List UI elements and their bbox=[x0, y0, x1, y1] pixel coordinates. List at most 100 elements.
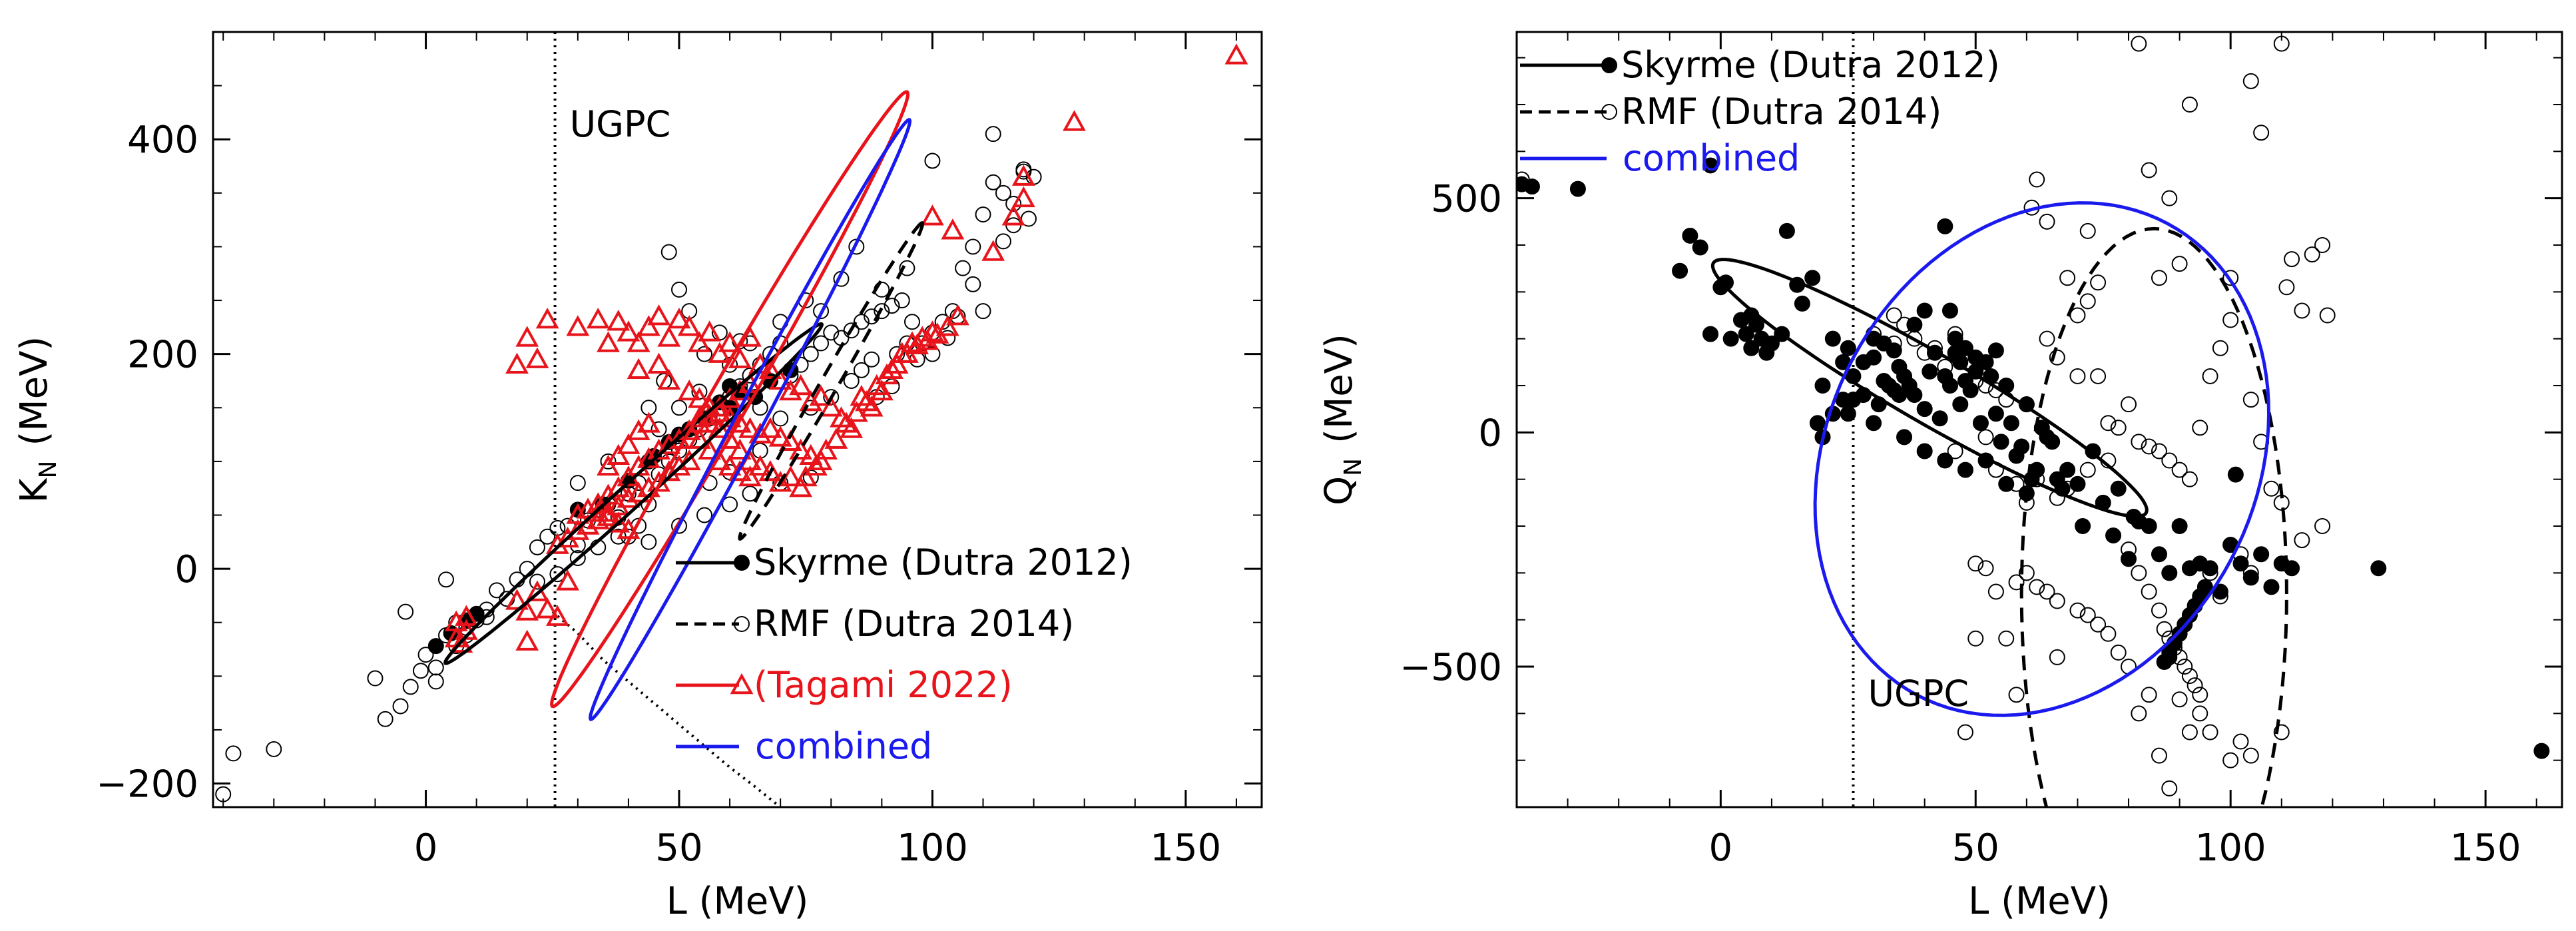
series-skyrme-dutra-2012 bbox=[1517, 157, 2550, 759]
y-axis-title: QN(MeV) bbox=[1318, 334, 1367, 505]
data-point bbox=[1967, 630, 1984, 647]
data-point bbox=[2131, 35, 2147, 52]
data-point bbox=[2294, 532, 2310, 549]
data-point bbox=[722, 496, 738, 513]
data-point bbox=[2253, 546, 2270, 563]
data-point bbox=[809, 385, 833, 406]
data-point bbox=[758, 417, 782, 438]
legend-label: combined bbox=[755, 725, 932, 767]
data-point bbox=[1952, 396, 1969, 413]
legend-label: RMF (Dutra 2014) bbox=[1621, 91, 1941, 133]
data-point bbox=[2242, 392, 2259, 408]
data-point bbox=[1896, 429, 1913, 446]
data-point bbox=[2110, 644, 2127, 661]
legend-marker bbox=[1601, 57, 1617, 73]
data-point bbox=[1987, 342, 2004, 359]
data-point bbox=[641, 533, 657, 550]
data-point bbox=[2171, 691, 2188, 708]
data-point bbox=[677, 449, 701, 471]
data-point bbox=[627, 358, 650, 380]
data-point bbox=[855, 390, 878, 412]
data-point bbox=[2284, 251, 2300, 268]
ellipse-tagami-2022 bbox=[550, 90, 910, 709]
data-point bbox=[2039, 330, 2055, 347]
data-point bbox=[657, 326, 681, 347]
legend-label: combined bbox=[1623, 137, 1800, 179]
data-point bbox=[1932, 410, 1948, 427]
data-point bbox=[2110, 420, 2127, 436]
data-point bbox=[823, 324, 840, 341]
x-tick-label: 150 bbox=[2450, 826, 2521, 870]
data-point bbox=[597, 331, 620, 352]
data-point bbox=[799, 444, 823, 466]
y-tick-label: 200 bbox=[127, 334, 198, 377]
data-point bbox=[1682, 227, 1698, 244]
data-point bbox=[752, 400, 768, 416]
data-point bbox=[789, 438, 813, 460]
data-point bbox=[1011, 186, 1035, 208]
data-point bbox=[2370, 560, 2387, 577]
legend-marker bbox=[734, 555, 750, 571]
data-point bbox=[607, 444, 631, 466]
data-point bbox=[566, 315, 590, 336]
data-point bbox=[965, 276, 981, 292]
data-point bbox=[2171, 462, 2188, 478]
data-point bbox=[2018, 565, 2035, 581]
data-point bbox=[1957, 462, 1973, 478]
data-point bbox=[427, 638, 444, 655]
data-point bbox=[924, 153, 941, 169]
x-axis-title: L (MeV) bbox=[666, 880, 809, 923]
x-tick-label: 100 bbox=[897, 826, 968, 870]
data-point bbox=[904, 314, 920, 330]
data-point bbox=[748, 454, 772, 476]
data-point bbox=[688, 331, 711, 352]
data-point bbox=[2192, 705, 2208, 722]
data-point bbox=[813, 335, 830, 352]
series-rmf-dutra-2014 bbox=[1517, 35, 2336, 796]
data-point bbox=[2242, 565, 2259, 581]
data-point bbox=[2069, 368, 2086, 384]
data-point bbox=[981, 240, 1005, 261]
data-point bbox=[455, 605, 478, 626]
data-point bbox=[728, 460, 752, 481]
data-point bbox=[2187, 677, 2203, 694]
data-point bbox=[778, 465, 802, 487]
data-point bbox=[1947, 330, 1963, 347]
data-point bbox=[1001, 204, 1025, 226]
data-point bbox=[1517, 171, 1530, 188]
data-point bbox=[1063, 110, 1086, 131]
data-point bbox=[1866, 415, 1882, 432]
data-point bbox=[1922, 363, 1938, 380]
legend-label: RMF (Dutra 2014) bbox=[754, 603, 1074, 645]
data-point bbox=[900, 331, 924, 352]
legend-label: (Tagami 2022) bbox=[754, 664, 1013, 706]
data-point bbox=[2079, 293, 2096, 310]
data-point bbox=[1814, 378, 1831, 394]
data-point bbox=[2059, 462, 2076, 478]
data-point bbox=[921, 204, 944, 226]
data-point bbox=[2131, 705, 2147, 722]
data-point bbox=[778, 430, 802, 452]
data-point bbox=[1718, 274, 1734, 291]
data-point bbox=[2319, 307, 2336, 324]
data-point bbox=[2161, 452, 2178, 469]
data-point bbox=[2212, 340, 2228, 356]
data-point bbox=[657, 433, 681, 454]
data-point bbox=[698, 320, 722, 342]
data-point bbox=[1977, 560, 1994, 577]
data-point bbox=[529, 539, 545, 555]
data-point bbox=[515, 629, 539, 651]
data-point bbox=[2049, 349, 2065, 366]
data-point bbox=[449, 631, 473, 653]
data-point bbox=[853, 362, 870, 378]
data-point bbox=[2314, 237, 2331, 254]
ellipse-rmf-dutra-2014 bbox=[2019, 226, 2288, 807]
data-point bbox=[2121, 541, 2137, 558]
data-point bbox=[985, 126, 1001, 143]
data-point bbox=[515, 326, 539, 347]
data-point bbox=[860, 396, 884, 417]
data-point bbox=[864, 351, 880, 368]
x-axis-title: L (MeV) bbox=[1968, 880, 2111, 923]
data-point bbox=[597, 505, 620, 526]
plot-area bbox=[1517, 32, 2550, 807]
